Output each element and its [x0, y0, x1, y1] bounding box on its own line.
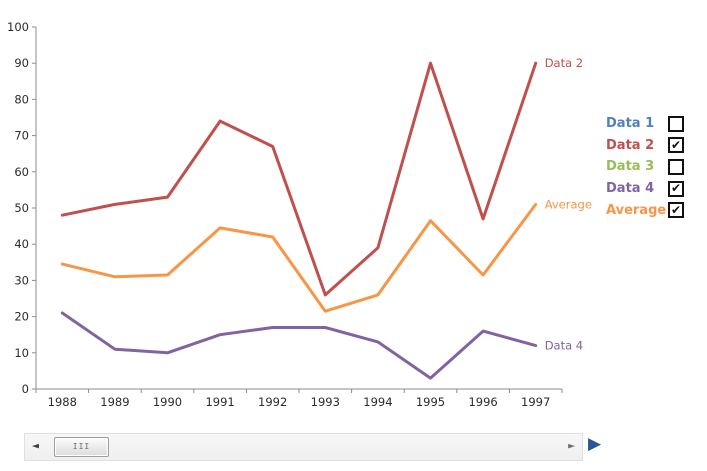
y-tick-label: 60: [14, 165, 29, 179]
series-line-average[interactable]: [60, 202, 538, 313]
legend-label-data-2: Data 2: [606, 137, 655, 153]
x-tick-label: 1994: [363, 395, 392, 409]
legend-checkbox-average[interactable]: ✔: [668, 202, 684, 219]
series-line-data-2[interactable]: [60, 61, 538, 297]
thumb-grip-icon: III: [72, 442, 91, 451]
legend-checkbox-data-1[interactable]: [668, 115, 684, 132]
y-tick-label: 30: [14, 273, 29, 287]
x-tick-label: 1989: [100, 395, 129, 409]
y-tick-label: 80: [14, 92, 29, 106]
x-tick-label: 1995: [416, 395, 445, 409]
legend: Data 1 Data 2 ✔ Data 3 Data 4 ✔ Average ✔: [606, 113, 684, 221]
horizontal-scrollbar[interactable]: ◄ III ►: [24, 433, 583, 461]
play-icon[interactable]: ▶: [588, 434, 602, 454]
x-tick-label: 1993: [311, 395, 340, 409]
scroll-left-arrow-icon[interactable]: ◄: [32, 441, 39, 452]
y-tick-label: 90: [14, 56, 29, 70]
x-tick-label: 1990: [153, 395, 182, 409]
legend-checkbox-data-4[interactable]: ✔: [668, 180, 684, 197]
checkmark-icon: ✔: [670, 181, 682, 196]
legend-label-data-4: Data 4: [606, 181, 655, 197]
scroll-right-arrow-icon[interactable]: ►: [568, 441, 575, 452]
series-end-label-data-2: Data 2: [545, 56, 583, 70]
legend-item-data-4: Data 4 ✔: [606, 178, 684, 200]
x-tick-label: 1991: [205, 395, 234, 409]
y-tick-label: 100: [7, 20, 29, 34]
x-tick-label: 1992: [258, 395, 287, 409]
legend-label-data-3: Data 3: [606, 159, 655, 175]
legend-label-average: Average: [606, 202, 667, 218]
legend-label-data-1: Data 1: [606, 116, 655, 132]
series-end-label-data-4: Data 4: [545, 339, 583, 353]
y-tick-label: 20: [14, 310, 29, 324]
legend-item-data-3: Data 3: [606, 156, 684, 178]
y-tick-label: 0: [22, 382, 29, 396]
y-tick-label: 10: [14, 346, 29, 360]
y-tick-label: 50: [14, 201, 29, 215]
series-end-label-average: Average: [545, 197, 592, 211]
series-line-data-4[interactable]: [60, 311, 538, 380]
legend-item-data-2: Data 2 ✔: [606, 135, 684, 157]
checkmark-icon: ✔: [670, 137, 682, 152]
x-tick-label: 1988: [48, 395, 77, 409]
scrollbar-thumb[interactable]: III: [54, 437, 109, 457]
legend-checkbox-data-2[interactable]: ✔: [668, 137, 684, 154]
x-tick-label: 1997: [521, 395, 550, 409]
y-tick-label: 40: [14, 237, 29, 251]
checkmark-icon: ✔: [670, 202, 682, 217]
x-tick-label: 1996: [468, 395, 497, 409]
legend-item-average: Average ✔: [606, 199, 684, 221]
y-tick-label: 70: [14, 129, 29, 143]
legend-item-data-1: Data 1: [606, 113, 684, 135]
legend-checkbox-data-3[interactable]: [668, 158, 684, 175]
